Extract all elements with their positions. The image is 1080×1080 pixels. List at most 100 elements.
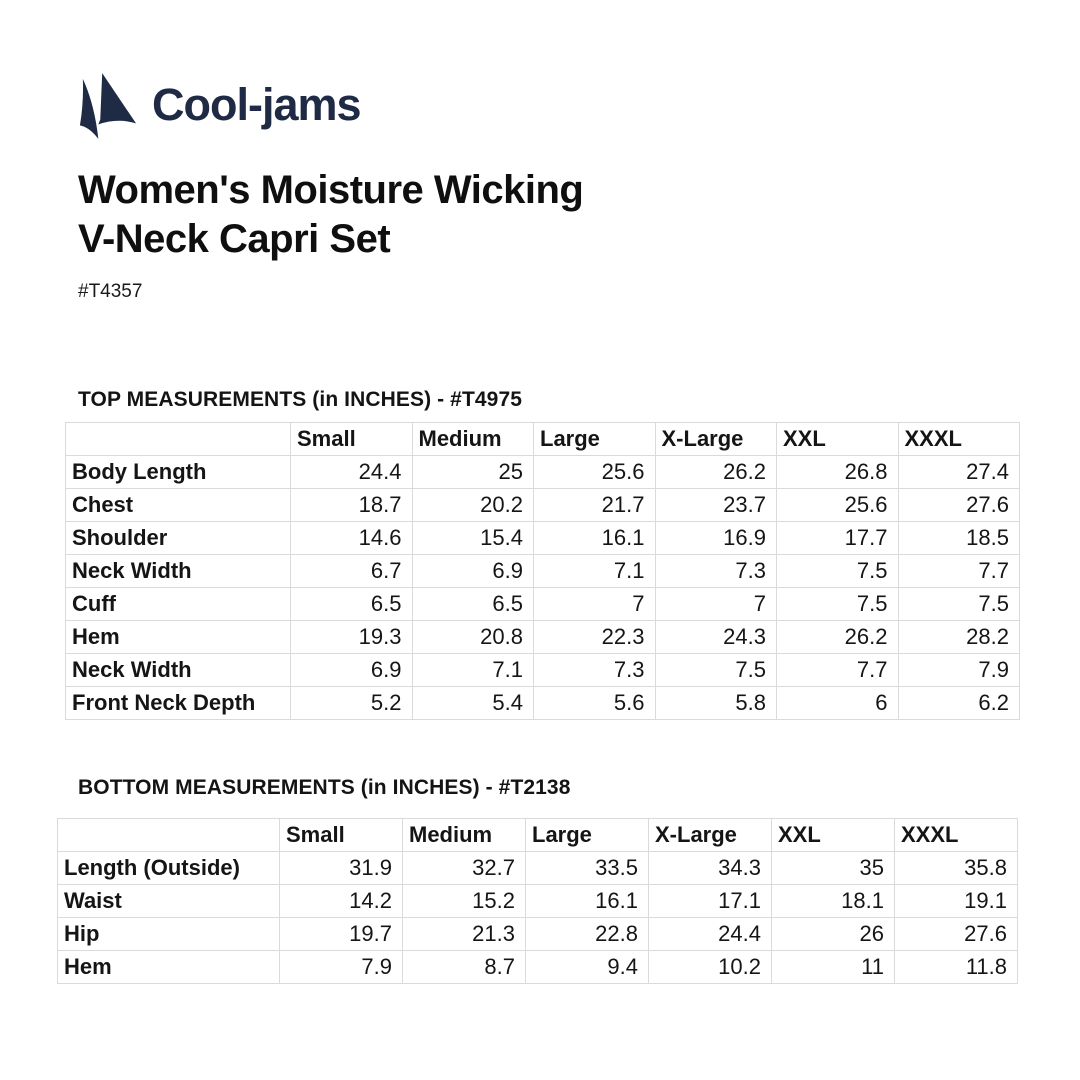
- brand-wordmark: Cool-jams: [152, 78, 362, 130]
- empty-corner-cell: [65, 422, 291, 456]
- measurement-value-cell: 7.5: [776, 587, 899, 621]
- measurement-value-cell: 14.6: [290, 521, 413, 555]
- measurement-value-cell: 33.5: [525, 851, 649, 885]
- measurement-row-label: Body Length: [65, 455, 291, 489]
- measurement-value-cell: 7.1: [411, 653, 534, 687]
- top-measurements-table: Small Medium Large X-Large XXL XXXL Body Leng…: [65, 422, 1020, 720]
- measurement-value-cell: 6.9: [411, 554, 534, 588]
- measurement-value-cell: 20.2: [411, 488, 534, 522]
- measurement-value-cell: 28.2: [897, 620, 1020, 654]
- table-row: Chest 18.7 20.2 21.7 23.7 25.6 27.6: [65, 488, 1020, 522]
- page-title-line2: V-Neck Capri Set: [78, 217, 391, 262]
- measurement-value-cell: 27.6: [897, 488, 1020, 522]
- size-column-header: Medium: [402, 818, 526, 852]
- measurement-value-cell: 35.8: [894, 851, 1018, 885]
- table-row: Hip 19.7 21.3 22.8 24.4 26 27.6: [57, 917, 1018, 951]
- measurement-value-cell: 7.9: [279, 950, 403, 984]
- measurement-value-cell: 11: [771, 950, 895, 984]
- measurement-value-cell: 5.6: [533, 686, 656, 720]
- measurement-value-cell: 22.8: [525, 917, 649, 951]
- measurement-value-cell: 7.1: [533, 554, 656, 588]
- measurement-row-label: Neck Width: [65, 554, 291, 588]
- measurement-row-label: Neck Width: [65, 653, 291, 687]
- measurement-value-cell: 7.7: [776, 653, 899, 687]
- measurement-value-cell: 7: [533, 587, 656, 621]
- measurement-value-cell: 6.9: [290, 653, 413, 687]
- table-row: Cuff 6.5 6.5 7 7 7.5 7.5: [65, 587, 1020, 621]
- bottom-measurements-table: Small Medium Large X-Large XXL XXXL Length (O…: [57, 818, 1018, 984]
- measurement-value-cell: 26.2: [654, 455, 777, 489]
- measurement-value-cell: 24.3: [654, 620, 777, 654]
- header-row: Small Medium Large X-Large XXL XXXL: [57, 818, 1018, 852]
- measurement-value-cell: 16.1: [533, 521, 656, 555]
- measurement-value-cell: 14.2: [279, 884, 403, 918]
- page-title-line1: Women's Moisture Wicking: [78, 168, 584, 212]
- measurement-value-cell: 20.8: [411, 620, 534, 654]
- table-row: Hem 19.3 20.8 22.3 24.3 26.2 28.2: [65, 620, 1020, 654]
- measurement-value-cell: 7.5: [897, 587, 1020, 621]
- measurement-value-cell: 15.2: [402, 884, 526, 918]
- page-title: Women's Moisture Wicking V-Neck Capri Se…: [78, 166, 584, 264]
- measurement-row-label: Front Neck Depth: [65, 686, 291, 720]
- measurement-value-cell: 7.5: [776, 554, 899, 588]
- measurement-row-label: Hem: [65, 620, 291, 654]
- measurement-value-cell: 24.4: [648, 917, 772, 951]
- brand-logo: Cool-jams: [78, 70, 362, 142]
- measurement-value-cell: 6.5: [290, 587, 413, 621]
- measurement-row-label: Shoulder: [65, 521, 291, 555]
- size-column-header: Medium: [411, 422, 534, 456]
- measurement-value-cell: 19.7: [279, 917, 403, 951]
- measurement-value-cell: 8.7: [402, 950, 526, 984]
- measurement-value-cell: 24.4: [290, 455, 413, 489]
- measurement-value-cell: 32.7: [402, 851, 526, 885]
- measurement-value-cell: 21.7: [533, 488, 656, 522]
- measurement-row-label: Hem: [57, 950, 280, 984]
- measurement-value-cell: 16.1: [525, 884, 649, 918]
- size-column-header: Small: [290, 422, 413, 456]
- measurement-value-cell: 10.2: [648, 950, 772, 984]
- product-sku: #T4357: [78, 281, 143, 302]
- measurement-value-cell: 23.7: [654, 488, 777, 522]
- size-column-header: Large: [533, 422, 656, 456]
- measurement-value-cell: 7.9: [897, 653, 1020, 687]
- measurement-value-cell: 22.3: [533, 620, 656, 654]
- measurement-value-cell: 18.5: [897, 521, 1020, 555]
- measurement-value-cell: 18.1: [771, 884, 895, 918]
- measurement-row-label: Cuff: [65, 587, 291, 621]
- top-measurements-label: TOP MEASUREMENTS (in INCHES) - #T4975: [78, 388, 523, 411]
- size-column-header: XXL: [776, 422, 899, 456]
- bottom-measurements-label: BOTTOM MEASUREMENTS (in INCHES) - #T2138: [78, 776, 571, 799]
- size-column-header: XXXL: [897, 422, 1020, 456]
- measurement-row-label: Chest: [65, 488, 291, 522]
- measurement-value-cell: 17.1: [648, 884, 772, 918]
- top-measurements-table-wrap: Small Medium Large X-Large XXL XXXL Body Leng…: [65, 422, 1020, 720]
- measurement-value-cell: 7.7: [897, 554, 1020, 588]
- measurement-value-cell: 27.4: [897, 455, 1020, 489]
- measurement-value-cell: 31.9: [279, 851, 403, 885]
- measurement-value-cell: 6.2: [897, 686, 1020, 720]
- measurement-value-cell: 19.1: [894, 884, 1018, 918]
- measurement-value-cell: 7.5: [654, 653, 777, 687]
- measurement-value-cell: 26: [771, 917, 895, 951]
- empty-corner-cell: [57, 818, 280, 852]
- measurement-value-cell: 25: [411, 455, 534, 489]
- measurement-value-cell: 15.4: [411, 521, 534, 555]
- measurement-value-cell: 16.9: [654, 521, 777, 555]
- measurement-value-cell: 26.8: [776, 455, 899, 489]
- measurement-value-cell: 25.6: [776, 488, 899, 522]
- sailboat-icon: [79, 73, 137, 139]
- measurement-value-cell: 5.2: [290, 686, 413, 720]
- size-column-header: X-Large: [648, 818, 772, 852]
- measurement-value-cell: 26.2: [776, 620, 899, 654]
- measurement-value-cell: 7.3: [654, 554, 777, 588]
- table-row: Length (Outside) 31.9 32.7 33.5 34.3 35 35.8: [57, 851, 1018, 885]
- size-column-header: Small: [279, 818, 403, 852]
- header-row: Small Medium Large X-Large XXL XXXL: [65, 422, 1020, 456]
- table-row: Shoulder 14.6 15.4 16.1 16.9 17.7 18.5: [65, 521, 1020, 555]
- measurement-value-cell: 11.8: [894, 950, 1018, 984]
- measurement-value-cell: 17.7: [776, 521, 899, 555]
- size-column-header: X-Large: [654, 422, 777, 456]
- bottom-measurements-table-wrap: Small Medium Large X-Large XXL XXXL Length (O…: [57, 818, 1018, 984]
- measurement-value-cell: 6: [776, 686, 899, 720]
